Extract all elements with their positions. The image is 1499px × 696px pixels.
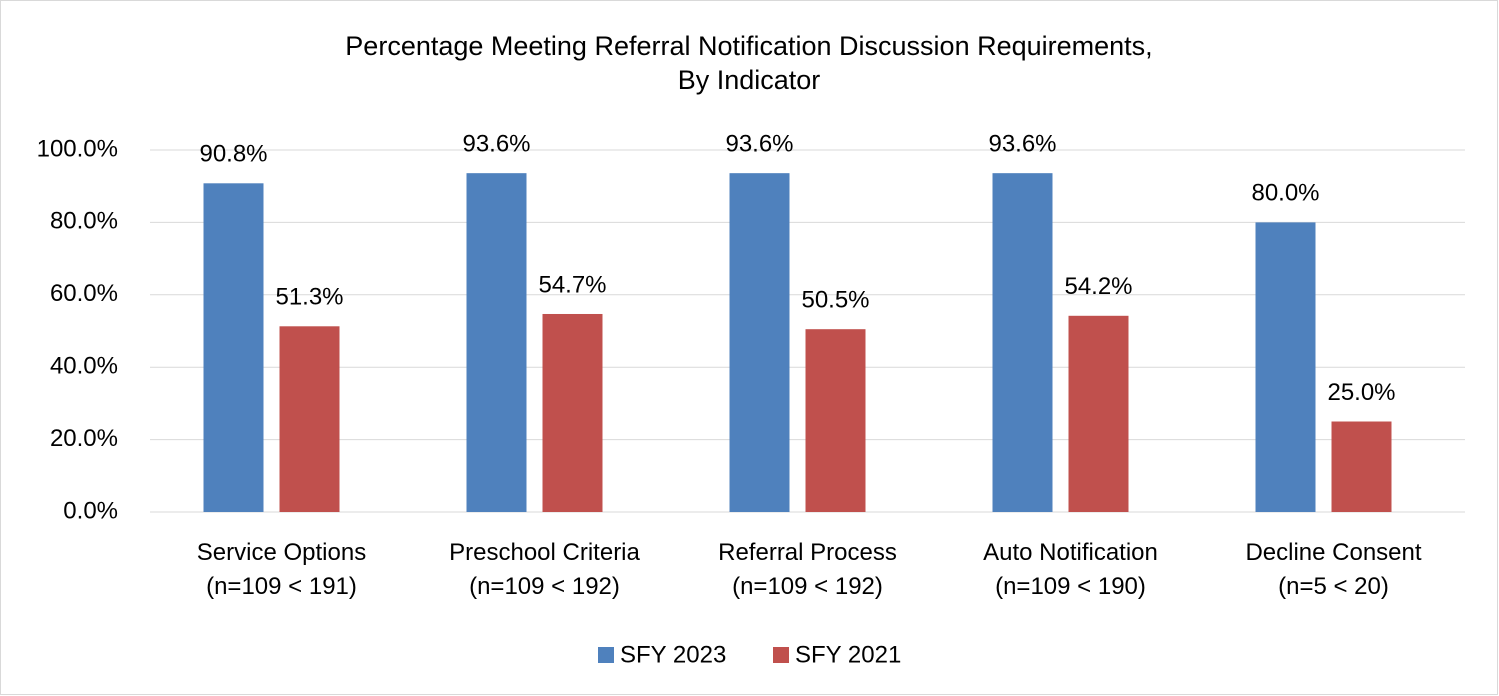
- data-label: 90.8%: [199, 141, 267, 168]
- x-tick-label-line: Preschool Criteria: [449, 539, 640, 566]
- data-label: 54.7%: [538, 271, 606, 298]
- x-tick-label-line: Referral Process: [718, 539, 897, 566]
- x-tick-label-line: Service Options: [197, 539, 366, 566]
- bar: [1255, 222, 1316, 512]
- bar: [466, 173, 527, 512]
- x-tick-label: Auto Notification (n=109 < 190): [983, 539, 1158, 600]
- x-tick-label-line: (n=109 < 190): [995, 573, 1146, 600]
- y-tick-label: 40.0%: [50, 353, 118, 380]
- x-tick-label: Service Options (n=109 < 191): [197, 539, 366, 600]
- bar: [542, 313, 603, 512]
- data-label: 93.6%: [725, 131, 793, 158]
- data-label: 54.2%: [1064, 273, 1132, 300]
- x-tick-label-line: (n=109 < 191): [206, 573, 357, 600]
- x-tick-label-line: (n=5 < 20): [1278, 573, 1389, 600]
- legend-swatch: [598, 647, 614, 663]
- legend-label: SFY 2023: [620, 641, 726, 668]
- bar: [992, 173, 1053, 512]
- y-tick-label: 80.0%: [50, 208, 118, 235]
- legend-label: SFY 2021: [795, 641, 901, 668]
- x-tick-label: Referral Process (n=109 < 192): [718, 539, 897, 600]
- chart-title: By Indicator: [678, 65, 821, 95]
- chart-title: Percentage Meeting Referral Notification…: [345, 31, 1152, 61]
- y-tick-label: 0.0%: [63, 497, 118, 524]
- legend-swatch: [773, 647, 789, 663]
- y-tick-label: 100.0%: [37, 135, 118, 162]
- x-tick-label-line: (n=109 < 192): [732, 573, 883, 600]
- data-label: 50.5%: [801, 287, 869, 314]
- bar: [1331, 421, 1392, 512]
- y-tick-label: 20.0%: [50, 425, 118, 452]
- data-label: 80.0%: [1251, 180, 1319, 207]
- bar: [1068, 315, 1129, 512]
- data-label: 51.3%: [275, 284, 343, 311]
- y-tick-label: 60.0%: [50, 280, 118, 307]
- data-label: 25.0%: [1327, 379, 1395, 406]
- bar: [805, 329, 866, 512]
- x-tick-label: Decline Consent (n=5 < 20): [1245, 539, 1421, 600]
- data-label: 93.6%: [988, 131, 1056, 158]
- x-tick-label-line: Decline Consent: [1245, 539, 1421, 566]
- x-tick-label-line: (n=109 < 192): [469, 573, 620, 600]
- x-tick-label: Preschool Criteria (n=109 < 192): [449, 539, 640, 600]
- bar: [279, 326, 340, 512]
- x-tick-label-line: Auto Notification: [983, 539, 1158, 566]
- data-label: 93.6%: [462, 131, 530, 158]
- bar: [729, 173, 790, 512]
- bar: [203, 183, 264, 512]
